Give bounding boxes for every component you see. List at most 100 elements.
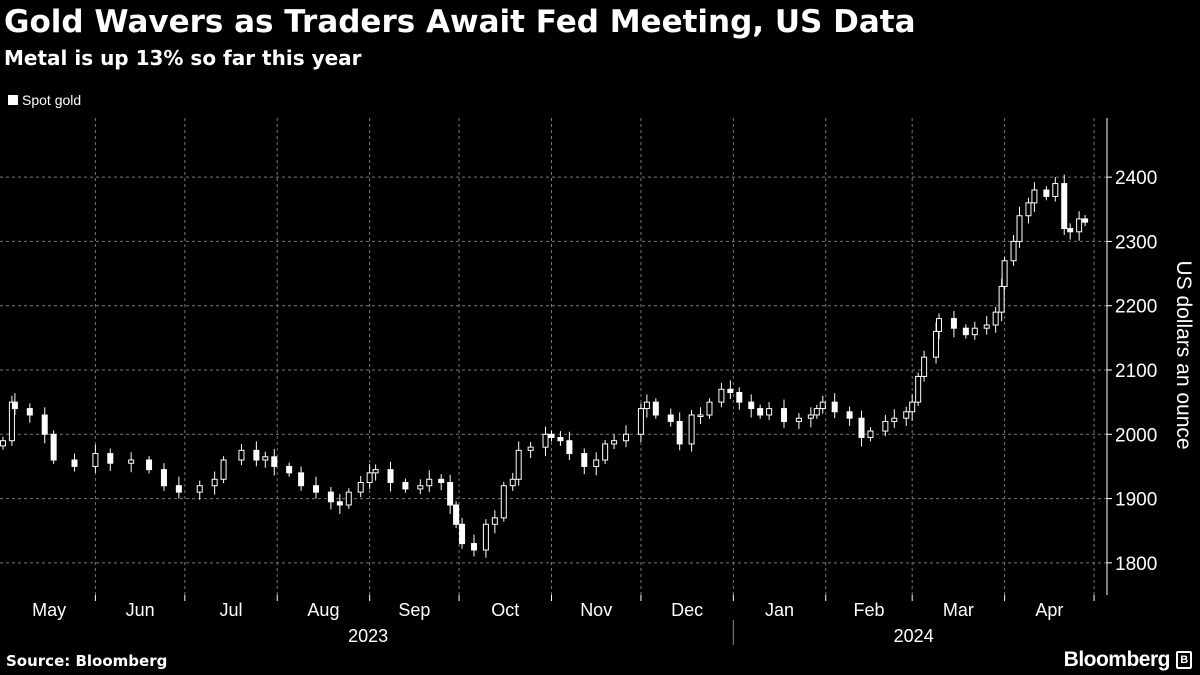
y-tick-label: 2400: [1115, 168, 1157, 189]
candle: [813, 404, 820, 419]
candle-body-down: [581, 453, 588, 467]
candle-body-down: [757, 408, 764, 416]
candle-body-up: [1076, 218, 1083, 233]
candle: [253, 441, 260, 467]
candle: [366, 463, 373, 489]
candle-body-up: [992, 311, 999, 326]
candle: [447, 474, 454, 514]
candle: [1001, 256, 1008, 291]
candle: [92, 444, 99, 473]
candle-body-down: [831, 401, 838, 413]
x-tick-label-month: Nov: [580, 600, 612, 620]
y-tick-label: 2000: [1115, 425, 1157, 446]
candle: [548, 430, 555, 442]
candle-body-up: [933, 330, 940, 358]
candle: [593, 452, 600, 476]
candle-body-down: [459, 523, 466, 545]
candle-body-up: [1016, 215, 1023, 242]
candle: [1016, 206, 1023, 248]
source-note: Source: Bloomberg: [6, 652, 168, 670]
candle: [557, 431, 564, 446]
x-tick-label-month: Oct: [491, 600, 519, 620]
candle: [602, 440, 609, 464]
candle-body-down: [470, 543, 477, 551]
candle: [220, 456, 227, 484]
x-tick-label-month: Jan: [765, 600, 794, 620]
candle: [327, 487, 334, 510]
candle: [271, 449, 278, 476]
candle-body-down: [676, 420, 683, 445]
candle-body-down: [146, 459, 153, 471]
candle-body-down: [26, 408, 33, 416]
candle-body-up: [128, 459, 135, 464]
candle-body-up: [903, 411, 910, 419]
candle: [950, 310, 957, 338]
candle-body-up: [515, 449, 522, 480]
candle-body-down: [1067, 228, 1074, 233]
candle-body-down: [253, 449, 260, 461]
candle-body-down: [271, 456, 278, 467]
candle-body-up: [357, 482, 364, 493]
x-tick-label-month: Jul: [220, 600, 243, 620]
candle-body-down: [962, 327, 969, 336]
candle-body-down: [160, 469, 167, 487]
candle: [1031, 182, 1038, 212]
x-tick-label-month: Mar: [943, 600, 974, 620]
candle: [1076, 211, 1083, 241]
candle-body-up: [915, 375, 922, 403]
candle: [11, 393, 18, 415]
candle-body-down: [548, 433, 555, 438]
candle-body-up: [611, 440, 618, 445]
candle: [611, 434, 618, 450]
candle-body-up: [795, 417, 802, 422]
candle-body-down: [447, 482, 454, 506]
candle: [357, 476, 364, 498]
candle: [175, 476, 182, 499]
candle: [298, 466, 305, 491]
x-tick-label-month: Aug: [307, 600, 339, 620]
candle-body-up: [417, 485, 424, 490]
candle: [971, 321, 978, 340]
candle: [858, 410, 865, 447]
candle-body-down: [50, 433, 57, 461]
candle: [50, 430, 57, 464]
candle: [936, 313, 943, 340]
candle-body-down: [11, 401, 18, 410]
candle-body-down: [557, 437, 564, 442]
candle: [882, 415, 889, 437]
candle: [623, 425, 630, 448]
candle: [345, 488, 352, 509]
candle-body-up: [0, 440, 6, 447]
candle: [909, 394, 916, 421]
candle-body-up: [1025, 202, 1032, 217]
x-tick-label-month: Feb: [853, 600, 884, 620]
candle-body-up: [238, 449, 245, 461]
candle: [1082, 215, 1089, 226]
candle-body-up: [936, 318, 943, 332]
candle: [1061, 174, 1068, 235]
candle: [482, 519, 489, 558]
candle: [509, 472, 516, 491]
candle: [846, 406, 853, 426]
candle-body-up: [819, 401, 826, 410]
candle-body-down: [1082, 218, 1089, 223]
candle: [807, 407, 814, 428]
x-tick-label-year: 2024: [894, 626, 934, 646]
candle: [781, 399, 788, 428]
candle-body-down: [71, 459, 78, 467]
y-tick-label: 2200: [1115, 297, 1157, 318]
candle-body-up: [366, 472, 373, 484]
candle-body-up: [623, 433, 630, 442]
y-tick-label: 2100: [1115, 361, 1157, 382]
candle-body-up: [593, 459, 600, 467]
x-tick-label-month: Dec: [671, 600, 703, 620]
candle: [262, 451, 269, 468]
candle-body-up: [211, 478, 218, 487]
candle: [643, 394, 650, 418]
candle: [491, 510, 498, 534]
candle-body-up: [718, 388, 725, 403]
candle-body-down: [327, 491, 334, 503]
candle-body-up: [220, 459, 227, 480]
candle: [312, 476, 319, 499]
